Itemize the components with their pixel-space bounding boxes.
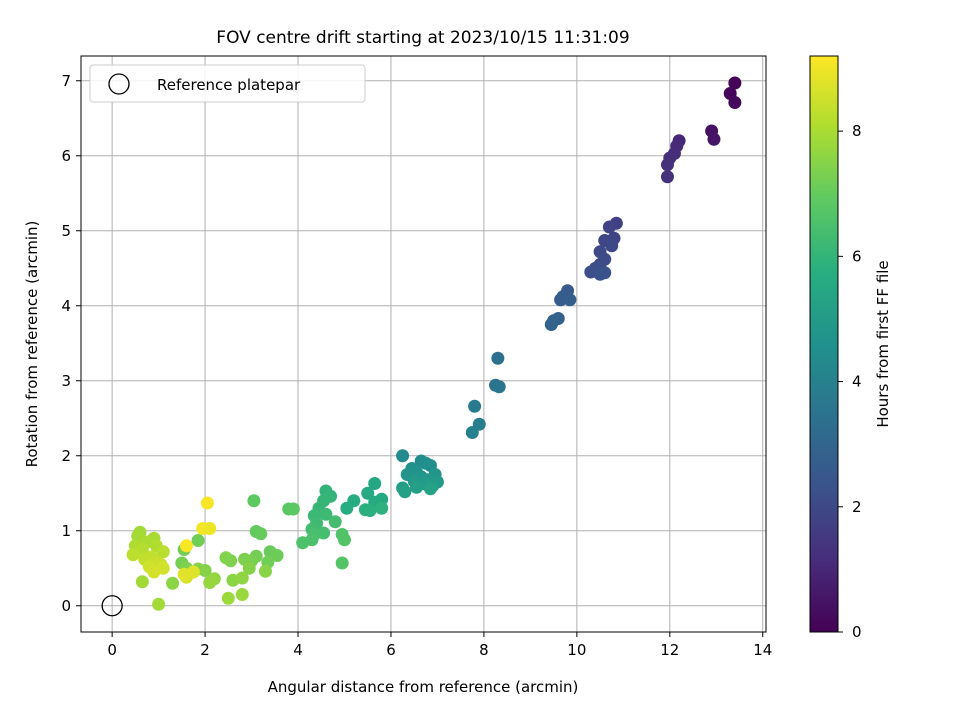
data-point	[491, 351, 505, 365]
colorbar-gradient	[809, 55, 839, 633]
x-tick-label: 4	[293, 641, 303, 659]
data-point	[219, 551, 233, 565]
data-point	[707, 132, 721, 146]
data-point	[203, 522, 217, 535]
data-point	[396, 449, 410, 463]
data-point	[152, 597, 166, 611]
y-tick-label: 5	[61, 222, 71, 240]
data-point	[166, 576, 180, 590]
data-point	[270, 549, 284, 562]
data-point	[258, 564, 272, 578]
colorbar-tick-label: 6	[852, 247, 862, 265]
data-point	[135, 575, 149, 589]
data-point	[198, 564, 212, 577]
data-point	[375, 501, 389, 515]
legend-marker	[108, 73, 130, 95]
data-point	[358, 503, 372, 517]
data-point	[398, 485, 412, 499]
y-tick-label: 1	[61, 522, 71, 540]
data-point	[319, 507, 333, 521]
plot-frame	[80, 55, 767, 633]
reference-marker	[101, 595, 123, 617]
y-tick-label: 4	[61, 297, 71, 315]
x-axis-label: Angular distance from reference (arcmin)	[268, 678, 579, 696]
data-point	[126, 548, 140, 562]
data-point	[242, 561, 256, 575]
colorbar-ticks: 0 2 4 6 8	[838, 122, 862, 641]
colorbar-tick-label: 8	[852, 122, 862, 140]
chart-title: FOV centre drift starting at 2023/10/15 …	[216, 28, 629, 48]
x-axis: 0 2 4 6 8 10 12 14	[107, 632, 772, 659]
legend-entry: Reference platepar	[157, 76, 301, 94]
data-point	[605, 239, 619, 253]
data-point	[286, 502, 300, 516]
data-point	[423, 482, 437, 496]
y-tick-label: 3	[61, 372, 71, 390]
data-point	[593, 267, 607, 281]
data-point	[335, 556, 349, 570]
data-point	[156, 545, 170, 559]
data-point	[660, 170, 674, 184]
colorbar-tick-label: 0	[852, 623, 862, 641]
data-point	[544, 318, 558, 331]
y-tick-label: 2	[61, 447, 71, 465]
data-point	[660, 158, 674, 172]
colorbar-tick-label: 4	[852, 373, 862, 391]
data-point	[203, 576, 217, 589]
x-tick-label: 6	[386, 641, 396, 659]
x-tick-label: 12	[660, 641, 679, 659]
colorbar-label: Hours from first FF file	[874, 260, 892, 427]
data-point	[492, 380, 506, 394]
y-axis: 0 1 2 3 4 5 6 7	[61, 72, 81, 615]
data-point	[296, 536, 310, 550]
data-point	[410, 480, 424, 494]
colorbar-tick-label: 2	[852, 498, 862, 516]
x-tick-label: 10	[567, 641, 586, 659]
data-point	[337, 533, 351, 547]
colorbar: 0 2 4 6 8 Hours from first FF file	[809, 55, 892, 641]
legend-box	[89, 64, 366, 103]
reference-platepar-marker	[101, 595, 123, 617]
data-point	[235, 588, 249, 601]
data-point	[200, 496, 214, 510]
data-point	[254, 527, 268, 541]
y-tick-label: 0	[61, 597, 71, 615]
data-point	[361, 486, 375, 500]
data-point	[554, 293, 568, 307]
data-point	[328, 515, 342, 529]
y-tick-label: 6	[61, 147, 71, 165]
data-point	[191, 534, 205, 547]
data-point	[728, 76, 742, 90]
x-tick-label: 0	[107, 641, 117, 659]
y-axis-label: Rotation from reference (arcmin)	[23, 221, 41, 468]
grid	[81, 56, 766, 632]
data-point	[247, 494, 261, 508]
legend: Reference platepar	[89, 64, 366, 103]
data-point	[221, 591, 235, 605]
data-point	[728, 96, 742, 109]
data-point	[147, 565, 161, 579]
data-point	[563, 293, 577, 307]
data-point	[131, 529, 145, 543]
y-tick-label: 7	[61, 72, 71, 90]
x-tick-label: 14	[753, 641, 772, 659]
data-point	[465, 426, 479, 439]
x-tick-label: 8	[479, 641, 489, 659]
data-point	[177, 567, 191, 581]
data-point	[368, 477, 382, 490]
data-point	[602, 220, 616, 234]
data-point	[235, 571, 249, 585]
data-point	[179, 539, 193, 553]
x-tick-label: 2	[200, 641, 210, 659]
data-point	[340, 501, 354, 515]
data-point	[468, 399, 482, 413]
data-points	[126, 76, 742, 611]
